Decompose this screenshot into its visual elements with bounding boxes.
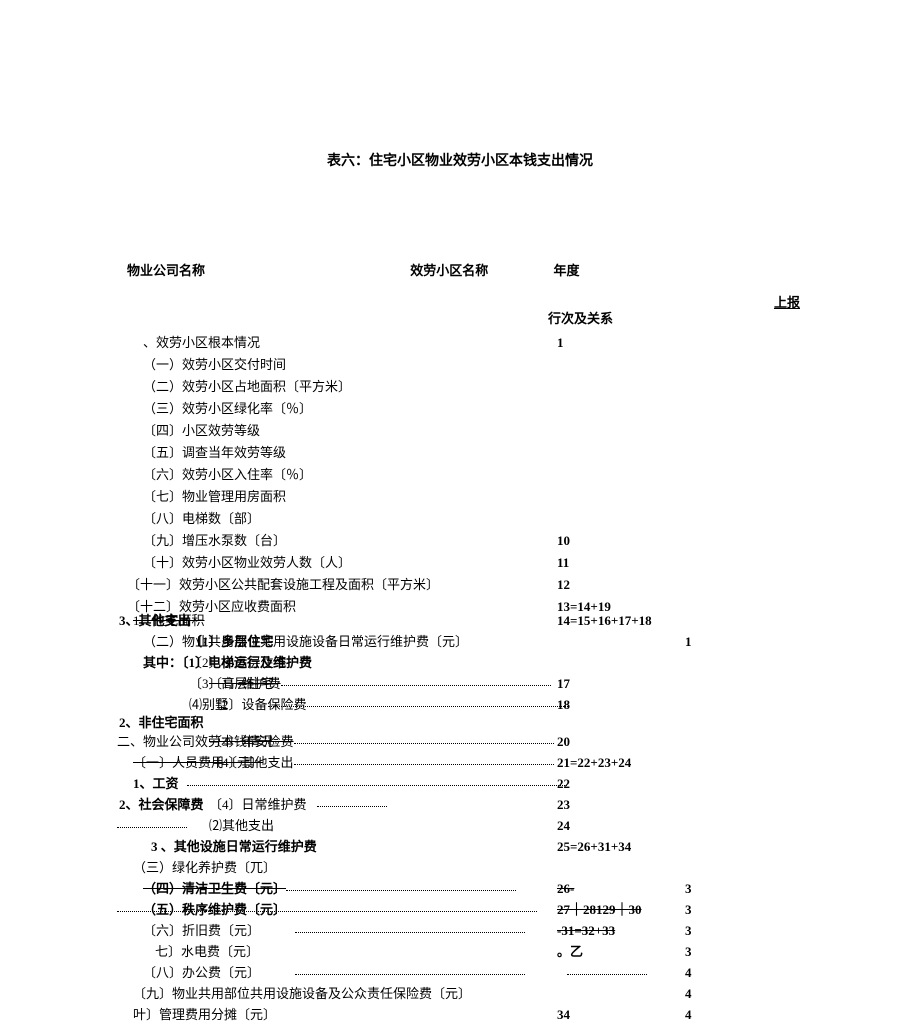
line-num: 。乙 <box>557 941 583 962</box>
header-row: 物业公司名称 效劳小区名称 年度 <box>127 260 807 279</box>
line-label: （三）效劳小区绿化率〔％〕 <box>127 398 312 420</box>
line-num: 11 <box>557 552 569 574</box>
line-label: 2、非住宅面积 <box>119 715 204 731</box>
line-num: 12 <box>557 574 570 596</box>
row-relation-header: 行次及关系 <box>548 308 613 327</box>
line-num: 18 <box>557 694 570 715</box>
line-label: 〔十〕效劳小区物业效劳人数〔人〕 <box>127 552 351 574</box>
line-label: 〔七〕物业管理用房面积 <box>127 486 286 508</box>
line-num: 14=15+16+17+18 <box>557 610 652 631</box>
line-label: （三）绿化养护费〔兀〕 <box>133 857 276 878</box>
line-label: 〔九〕增压水泵数〔台〕 <box>127 530 286 552</box>
line-label: 1、住宅面积 <box>133 610 205 631</box>
line-num: 34 <box>557 1004 570 1025</box>
line-right: 4 <box>685 962 692 983</box>
line-num: 26- <box>557 878 574 899</box>
line-label: 二、物业公司效劳本钱情况 <box>117 731 273 752</box>
line-label: 〔十一〕效劳小区公共配套设施工程及面积〔平方米〕 <box>127 574 439 596</box>
line-right: 4 <box>685 1004 692 1025</box>
line-right: 1 <box>685 631 692 652</box>
line-right: 3 <box>685 941 692 962</box>
line-right: 3 <box>685 899 692 920</box>
line-num: 23 <box>557 794 570 815</box>
line-label: 2、社会保障费 <box>119 794 204 815</box>
line-num: 1 <box>557 332 564 354</box>
line-label: 〔一〕人员费用〔元〕 <box>133 752 263 773</box>
line-label: 〔六〕效劳小区入住率〔％〕 <box>127 464 312 486</box>
line-num: 22 <box>557 773 570 794</box>
line-num: 21=22+23+24 <box>557 752 631 773</box>
line-label: 〔四〕小区效劳等级 <box>127 420 260 442</box>
company-label: 物业公司名称 <box>127 260 407 279</box>
content-block: 、效劳小区根本情况1 （一）效劳小区交付时间 （二）效劳小区占地面积〔平方米〕 … <box>127 332 827 618</box>
line-num: 17 <box>557 673 570 694</box>
line-label: 叶〕管理费用分摊〔元〕 <box>133 1004 276 1025</box>
line-label: ⑷别墅 <box>189 694 568 715</box>
line-label: （一）效劳小区交付时间 <box>127 354 286 376</box>
line-label: 〔1〕多层住宅 <box>189 631 274 652</box>
line-label: 〔六〕折旧费〔元〕 <box>143 920 260 941</box>
line-label: 〔2〕小高层住宅 <box>189 652 287 673</box>
upload-label: 上报 <box>774 292 800 311</box>
line-num: -31=32+33 <box>557 920 615 941</box>
line-label: 、效劳小区根本情况 <box>127 332 260 354</box>
line-right: 3 <box>685 878 692 899</box>
line-label: ⑵其他支出 <box>209 815 274 836</box>
line-label: 七〕水电费〔元〕 <box>155 941 259 962</box>
line-label: 〔五〕调查当年效劳等级 <box>127 442 286 464</box>
line-right: 4 <box>685 983 692 1004</box>
line-label: 1、工资 <box>133 773 179 794</box>
line-label: 3 、其他设施日常运行维护费 <box>151 836 317 857</box>
line-label: 〔4〕日常维护费 <box>209 794 307 815</box>
line-right: 3 <box>685 920 692 941</box>
overlap-block: 3、其他支出 1、住宅面积 14=15+16+17+18 （二）物业共用部位共用… <box>127 610 827 1025</box>
line-label: （四）清洁卫生费〔元〕 <box>143 878 516 899</box>
line-num: 25=26+31+34 <box>557 836 631 857</box>
line-num: 27｜28129｜30 <box>557 899 642 920</box>
line-label: 〔九〕物业共用部位共用设施设备及公众责任保险费〔元〕 <box>133 983 471 1004</box>
line-num: 20 <box>557 731 570 752</box>
line-label: 〔八〕电梯数〔部〕 <box>127 508 260 530</box>
district-label: 效劳小区名称 <box>410 260 550 279</box>
line-num: 24 <box>557 815 570 836</box>
document-title: 表六：住宅小区物业效劳小区本钱支出情况 <box>0 150 920 170</box>
line-label: 〔八〕办公费〔元〕 <box>143 962 260 983</box>
line-label: （二）效劳小区占地面积〔平方米〕 <box>127 376 351 398</box>
line-label: 〔3〕高层住宅 <box>189 673 274 694</box>
year-label: 年度 <box>554 260 580 279</box>
line-num: 10 <box>557 530 570 552</box>
